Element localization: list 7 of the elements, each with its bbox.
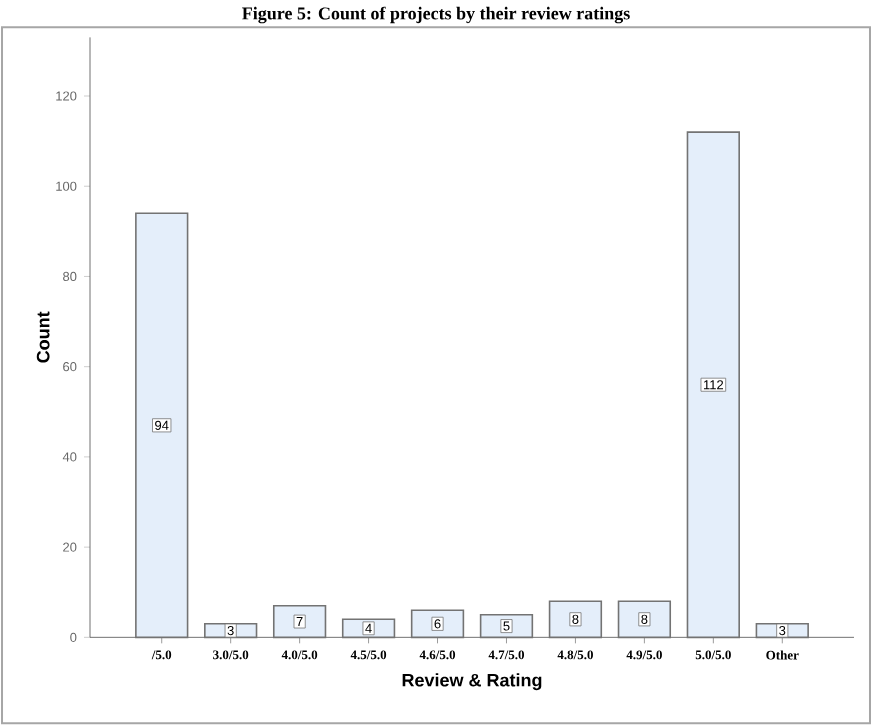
y-axis-title: Count: [36, 311, 50, 363]
bar: [617, 600, 672, 639]
bar: [548, 600, 603, 639]
chart-title: Figure 5: Count of projects by their review ratings: [242, 6, 630, 24]
bar: [686, 131, 740, 639]
x-axis-title: Review & Rating: [402, 673, 542, 691]
bar: [135, 212, 189, 639]
